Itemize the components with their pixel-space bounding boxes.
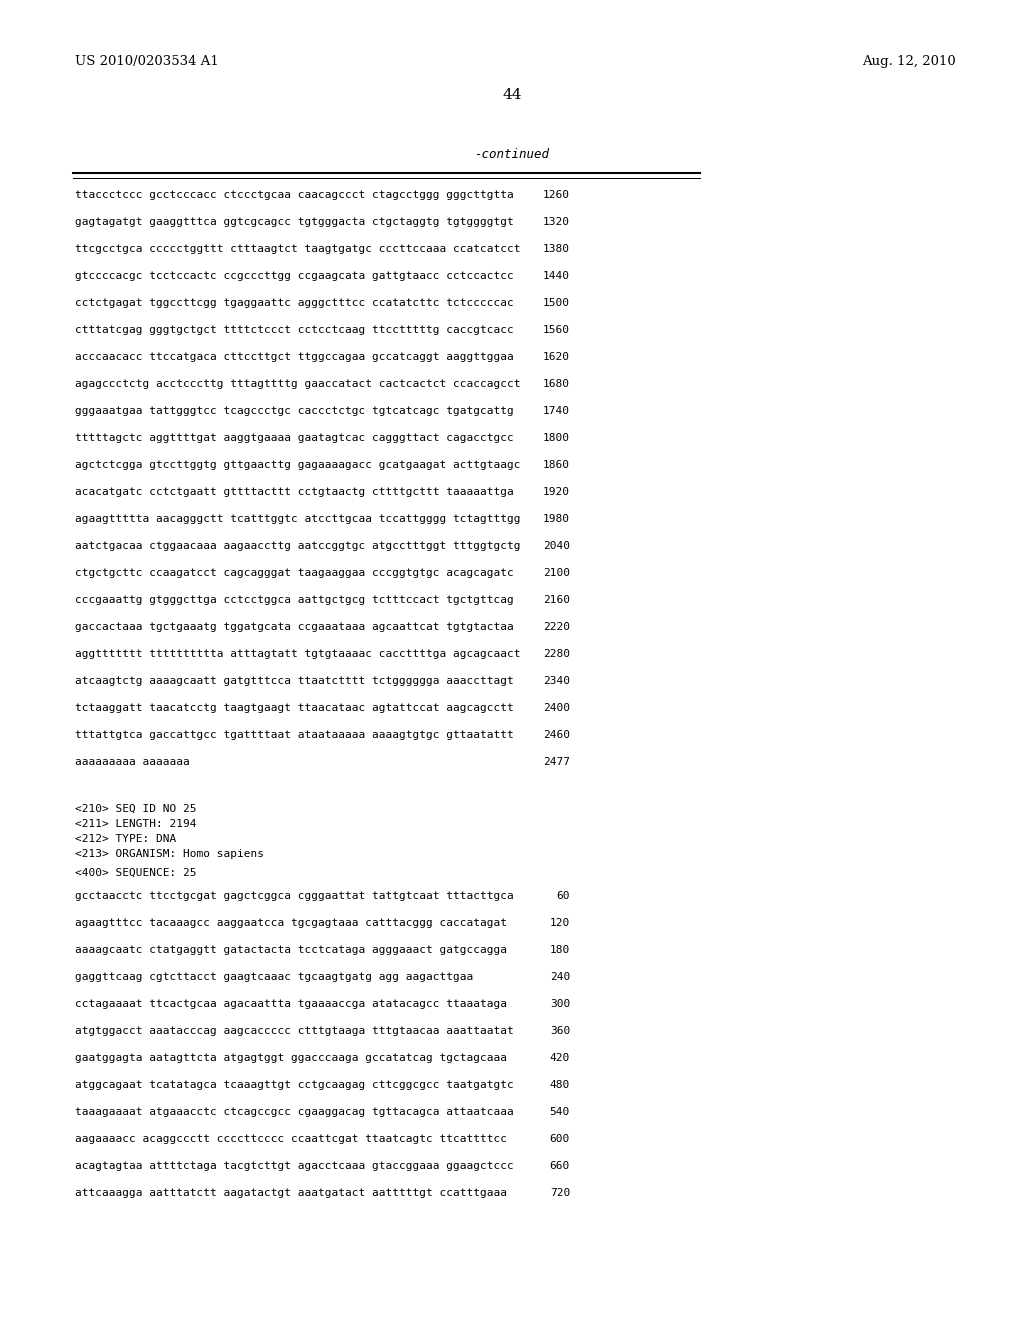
Text: agaagttttta aacagggctt tcatttggtc atccttgcaa tccattgggg tctagtttgg: agaagttttta aacagggctt tcatttggtc atcctt… [75, 513, 520, 524]
Text: <212> TYPE: DNA: <212> TYPE: DNA [75, 834, 176, 843]
Text: 2477: 2477 [543, 756, 570, 767]
Text: gaggttcaag cgtcttacct gaagtcaaac tgcaagtgatg agg aagacttgaa: gaggttcaag cgtcttacct gaagtcaaac tgcaagt… [75, 972, 473, 982]
Text: attcaaagga aatttatctt aagatactgt aaatgatact aatttttgt ccatttgaaa: attcaaagga aatttatctt aagatactgt aaatgat… [75, 1188, 507, 1199]
Text: <213> ORGANISM: Homo sapiens: <213> ORGANISM: Homo sapiens [75, 849, 264, 859]
Text: <210> SEQ ID NO 25: <210> SEQ ID NO 25 [75, 804, 197, 814]
Text: 660: 660 [550, 1162, 570, 1171]
Text: acccaacacc ttccatgaca cttccttgct ttggccagaa gccatcaggt aaggttggaa: acccaacacc ttccatgaca cttccttgct ttggcca… [75, 352, 514, 362]
Text: aaaagcaatc ctatgaggtt gatactacta tcctcataga agggaaact gatgccagga: aaaagcaatc ctatgaggtt gatactacta tcctcat… [75, 945, 507, 954]
Text: 2220: 2220 [543, 622, 570, 632]
Text: <211> LENGTH: 2194: <211> LENGTH: 2194 [75, 818, 197, 829]
Text: 1560: 1560 [543, 325, 570, 335]
Text: 1800: 1800 [543, 433, 570, 444]
Text: 1740: 1740 [543, 407, 570, 416]
Text: 2100: 2100 [543, 568, 570, 578]
Text: acagtagtaa attttctaga tacgtcttgt agacctcaaa gtaccggaaa ggaagctccc: acagtagtaa attttctaga tacgtcttgt agacctc… [75, 1162, 514, 1171]
Text: 720: 720 [550, 1188, 570, 1199]
Text: 1680: 1680 [543, 379, 570, 389]
Text: 240: 240 [550, 972, 570, 982]
Text: 1500: 1500 [543, 298, 570, 308]
Text: -continued: -continued [474, 148, 550, 161]
Text: gagtagatgt gaaggtttca ggtcgcagcc tgtgggacta ctgctaggtg tgtggggtgt: gagtagatgt gaaggtttca ggtcgcagcc tgtggga… [75, 216, 514, 227]
Text: agaagtttcc tacaaagcc aaggaatcca tgcgagtaaa catttacggg caccatagat: agaagtttcc tacaaagcc aaggaatcca tgcgagta… [75, 917, 507, 928]
Text: tttattgtca gaccattgcc tgattttaat ataataaaaa aaaagtgtgc gttaatattt: tttattgtca gaccattgcc tgattttaat ataataa… [75, 730, 514, 741]
Text: 180: 180 [550, 945, 570, 954]
Text: aagaaaacc acaggccctt ccccttcccc ccaattcgat ttaatcagtc ttcattttcc: aagaaaacc acaggccctt ccccttcccc ccaattcg… [75, 1134, 507, 1144]
Text: 2280: 2280 [543, 649, 570, 659]
Text: 2160: 2160 [543, 595, 570, 605]
Text: 300: 300 [550, 999, 570, 1008]
Text: 1980: 1980 [543, 513, 570, 524]
Text: gaatggagta aatagttcta atgagtggt ggacccaaga gccatatcag tgctagcaaa: gaatggagta aatagttcta atgagtggt ggacccaa… [75, 1053, 507, 1063]
Text: 540: 540 [550, 1107, 570, 1117]
Text: aggttttttt tttttttttta atttagtatt tgtgtaaaac caccttttga agcagcaact: aggttttttt tttttttttta atttagtatt tgtgta… [75, 649, 520, 659]
Text: atcaagtctg aaaagcaatt gatgtttcca ttaatctttt tctgggggga aaaccttagt: atcaagtctg aaaagcaatt gatgtttcca ttaatct… [75, 676, 514, 686]
Text: 600: 600 [550, 1134, 570, 1144]
Text: 2460: 2460 [543, 730, 570, 741]
Text: 2040: 2040 [543, 541, 570, 550]
Text: 1440: 1440 [543, 271, 570, 281]
Text: 2340: 2340 [543, 676, 570, 686]
Text: US 2010/0203534 A1: US 2010/0203534 A1 [75, 55, 219, 69]
Text: acacatgatc cctctgaatt gttttacttt cctgtaactg cttttgcttt taaaaattga: acacatgatc cctctgaatt gttttacttt cctgtaa… [75, 487, 514, 498]
Text: 1620: 1620 [543, 352, 570, 362]
Text: cccgaaattg gtgggcttga cctcctggca aattgctgcg tctttccact tgctgttcag: cccgaaattg gtgggcttga cctcctggca aattgct… [75, 595, 514, 605]
Text: tttttagctc aggttttgat aaggtgaaaa gaatagtcac cagggttact cagacctgcc: tttttagctc aggttttgat aaggtgaaaa gaatagt… [75, 433, 514, 444]
Text: 44: 44 [502, 88, 522, 102]
Text: gggaaatgaa tattgggtcc tcagccctgc caccctctgc tgtcatcagc tgatgcattg: gggaaatgaa tattgggtcc tcagccctgc caccctc… [75, 407, 514, 416]
Text: <400> SEQUENCE: 25: <400> SEQUENCE: 25 [75, 869, 197, 878]
Text: aatctgacaa ctggaacaaa aagaaccttg aatccggtgc atgcctttggt tttggtgctg: aatctgacaa ctggaacaaa aagaaccttg aatccgg… [75, 541, 520, 550]
Text: gcctaacctc ttcctgcgat gagctcggca cgggaattat tattgtcaat tttacttgca: gcctaacctc ttcctgcgat gagctcggca cgggaat… [75, 891, 514, 902]
Text: ctgctgcttc ccaagatcct cagcagggat taagaaggaa cccggtgtgc acagcagatc: ctgctgcttc ccaagatcct cagcagggat taagaag… [75, 568, 514, 578]
Text: tctaaggatt taacatcctg taagtgaagt ttaacataac agtattccat aagcagcctt: tctaaggatt taacatcctg taagtgaagt ttaacat… [75, 704, 514, 713]
Text: 420: 420 [550, 1053, 570, 1063]
Text: agagccctctg acctcccttg tttagttttg gaaccatact cactcactct ccaccagcct: agagccctctg acctcccttg tttagttttg gaacca… [75, 379, 520, 389]
Text: 480: 480 [550, 1080, 570, 1090]
Text: 1860: 1860 [543, 459, 570, 470]
Text: gaccactaaa tgctgaaatg tggatgcata ccgaaataaa agcaattcat tgtgtactaa: gaccactaaa tgctgaaatg tggatgcata ccgaaat… [75, 622, 514, 632]
Text: 1380: 1380 [543, 244, 570, 253]
Text: 1260: 1260 [543, 190, 570, 201]
Text: 2400: 2400 [543, 704, 570, 713]
Text: 1920: 1920 [543, 487, 570, 498]
Text: 360: 360 [550, 1026, 570, 1036]
Text: ttaccctccc gcctcccacc ctccctgcaa caacagccct ctagcctggg gggcttgtta: ttaccctccc gcctcccacc ctccctgcaa caacagc… [75, 190, 514, 201]
Text: 1320: 1320 [543, 216, 570, 227]
Text: ttcgcctgca ccccctggttt ctttaagtct taagtgatgc cccttccaaa ccatcatcct: ttcgcctgca ccccctggttt ctttaagtct taagtg… [75, 244, 520, 253]
Text: atggcagaat tcatatagca tcaaagttgt cctgcaagag cttcggcgcc taatgatgtc: atggcagaat tcatatagca tcaaagttgt cctgcaa… [75, 1080, 514, 1090]
Text: gtccccacgc tcctccactc ccgcccttgg ccgaagcata gattgtaacc cctccactcc: gtccccacgc tcctccactc ccgcccttgg ccgaagc… [75, 271, 514, 281]
Text: cctagaaaat ttcactgcaa agacaattta tgaaaaccga atatacagcc ttaaataga: cctagaaaat ttcactgcaa agacaattta tgaaaac… [75, 999, 507, 1008]
Text: Aug. 12, 2010: Aug. 12, 2010 [862, 55, 956, 69]
Text: 120: 120 [550, 917, 570, 928]
Text: taaagaaaat atgaaacctc ctcagccgcc cgaaggacag tgttacagca attaatcaaa: taaagaaaat atgaaacctc ctcagccgcc cgaagga… [75, 1107, 514, 1117]
Text: 60: 60 [556, 891, 570, 902]
Text: ctttatcgag gggtgctgct ttttctccct cctcctcaag ttcctttttg caccgtcacc: ctttatcgag gggtgctgct ttttctccct cctcctc… [75, 325, 514, 335]
Text: atgtggacct aaatacccag aagcaccccc ctttgtaaga tttgtaacaa aaattaatat: atgtggacct aaatacccag aagcaccccc ctttgta… [75, 1026, 514, 1036]
Text: agctctcgga gtccttggtg gttgaacttg gagaaaagacc gcatgaagat acttgtaagc: agctctcgga gtccttggtg gttgaacttg gagaaaa… [75, 459, 520, 470]
Text: cctctgagat tggccttcgg tgaggaattc agggctttcc ccatatcttc tctcccccac: cctctgagat tggccttcgg tgaggaattc agggctt… [75, 298, 514, 308]
Text: aaaaaaaaa aaaaaaa: aaaaaaaaa aaaaaaa [75, 756, 189, 767]
